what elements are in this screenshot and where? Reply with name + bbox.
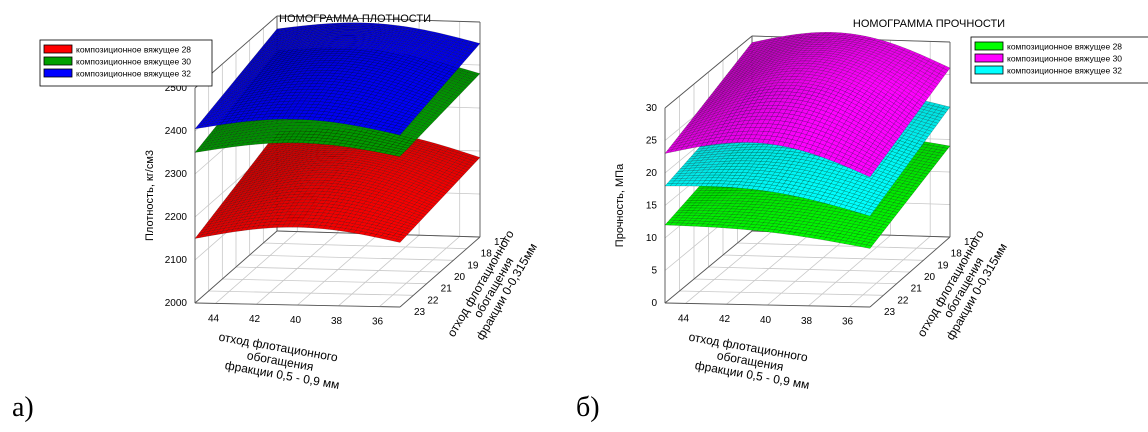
legend-label: композиционное вяжущее 32 (76, 69, 191, 79)
y-tick-label: 23 (414, 307, 426, 318)
legend-label: композиционное вяжущее 30 (76, 57, 191, 67)
axis-edge (194, 230, 278, 304)
x-tick-label: 38 (331, 316, 343, 327)
grid-line (664, 230, 951, 304)
y-tick-label: 20 (454, 272, 466, 283)
density-panel: 2000 2100 2200 2300 2400 2500 44 42 40 38 36 17 18 19… (12, 13, 540, 423)
axis-edge (399, 236, 481, 308)
legend-swatch (43, 56, 73, 66)
axis-edge (276, 15, 481, 23)
x-tick-label: 36 (372, 317, 384, 328)
y-tick-label: 22 (427, 295, 439, 306)
y-tick-label: 21 (441, 284, 453, 295)
y-tick-label: 19 (467, 260, 479, 271)
axis-edge (664, 302, 871, 308)
x-tick-label: 40 (290, 315, 302, 326)
z-axis-label: Плотность, кг/см3 (144, 150, 156, 241)
z-tick-label: 2200 (165, 212, 188, 223)
surface-cell (394, 239, 403, 243)
surface-3 (194, 22, 481, 136)
chart-title: НОМОГРАММА ПЛОТНОСТИ (279, 13, 431, 25)
legend-swatch (43, 44, 73, 54)
x-tick-label: 44 (208, 313, 220, 324)
panel-letter-a: а) (12, 392, 34, 423)
strength-panel: 0 5 10 15 20 25 30 44 42 40 38 36 17 18 19 20 21 22 23 Проч… (574, 0, 1148, 432)
z-tick-label: 2100 (165, 255, 188, 266)
z-tick-label: 2400 (165, 126, 188, 137)
legend: композиционное вяжущее 28 композиционное … (39, 39, 213, 87)
axis-edge (194, 302, 401, 308)
legend-swatch (43, 68, 73, 78)
x-tick-label: 42 (249, 314, 261, 325)
legend-label: композиционное вяжущее 28 (76, 45, 191, 55)
z-tick-label: 2300 (165, 169, 188, 180)
z-tick-label: 2000 (165, 298, 188, 309)
